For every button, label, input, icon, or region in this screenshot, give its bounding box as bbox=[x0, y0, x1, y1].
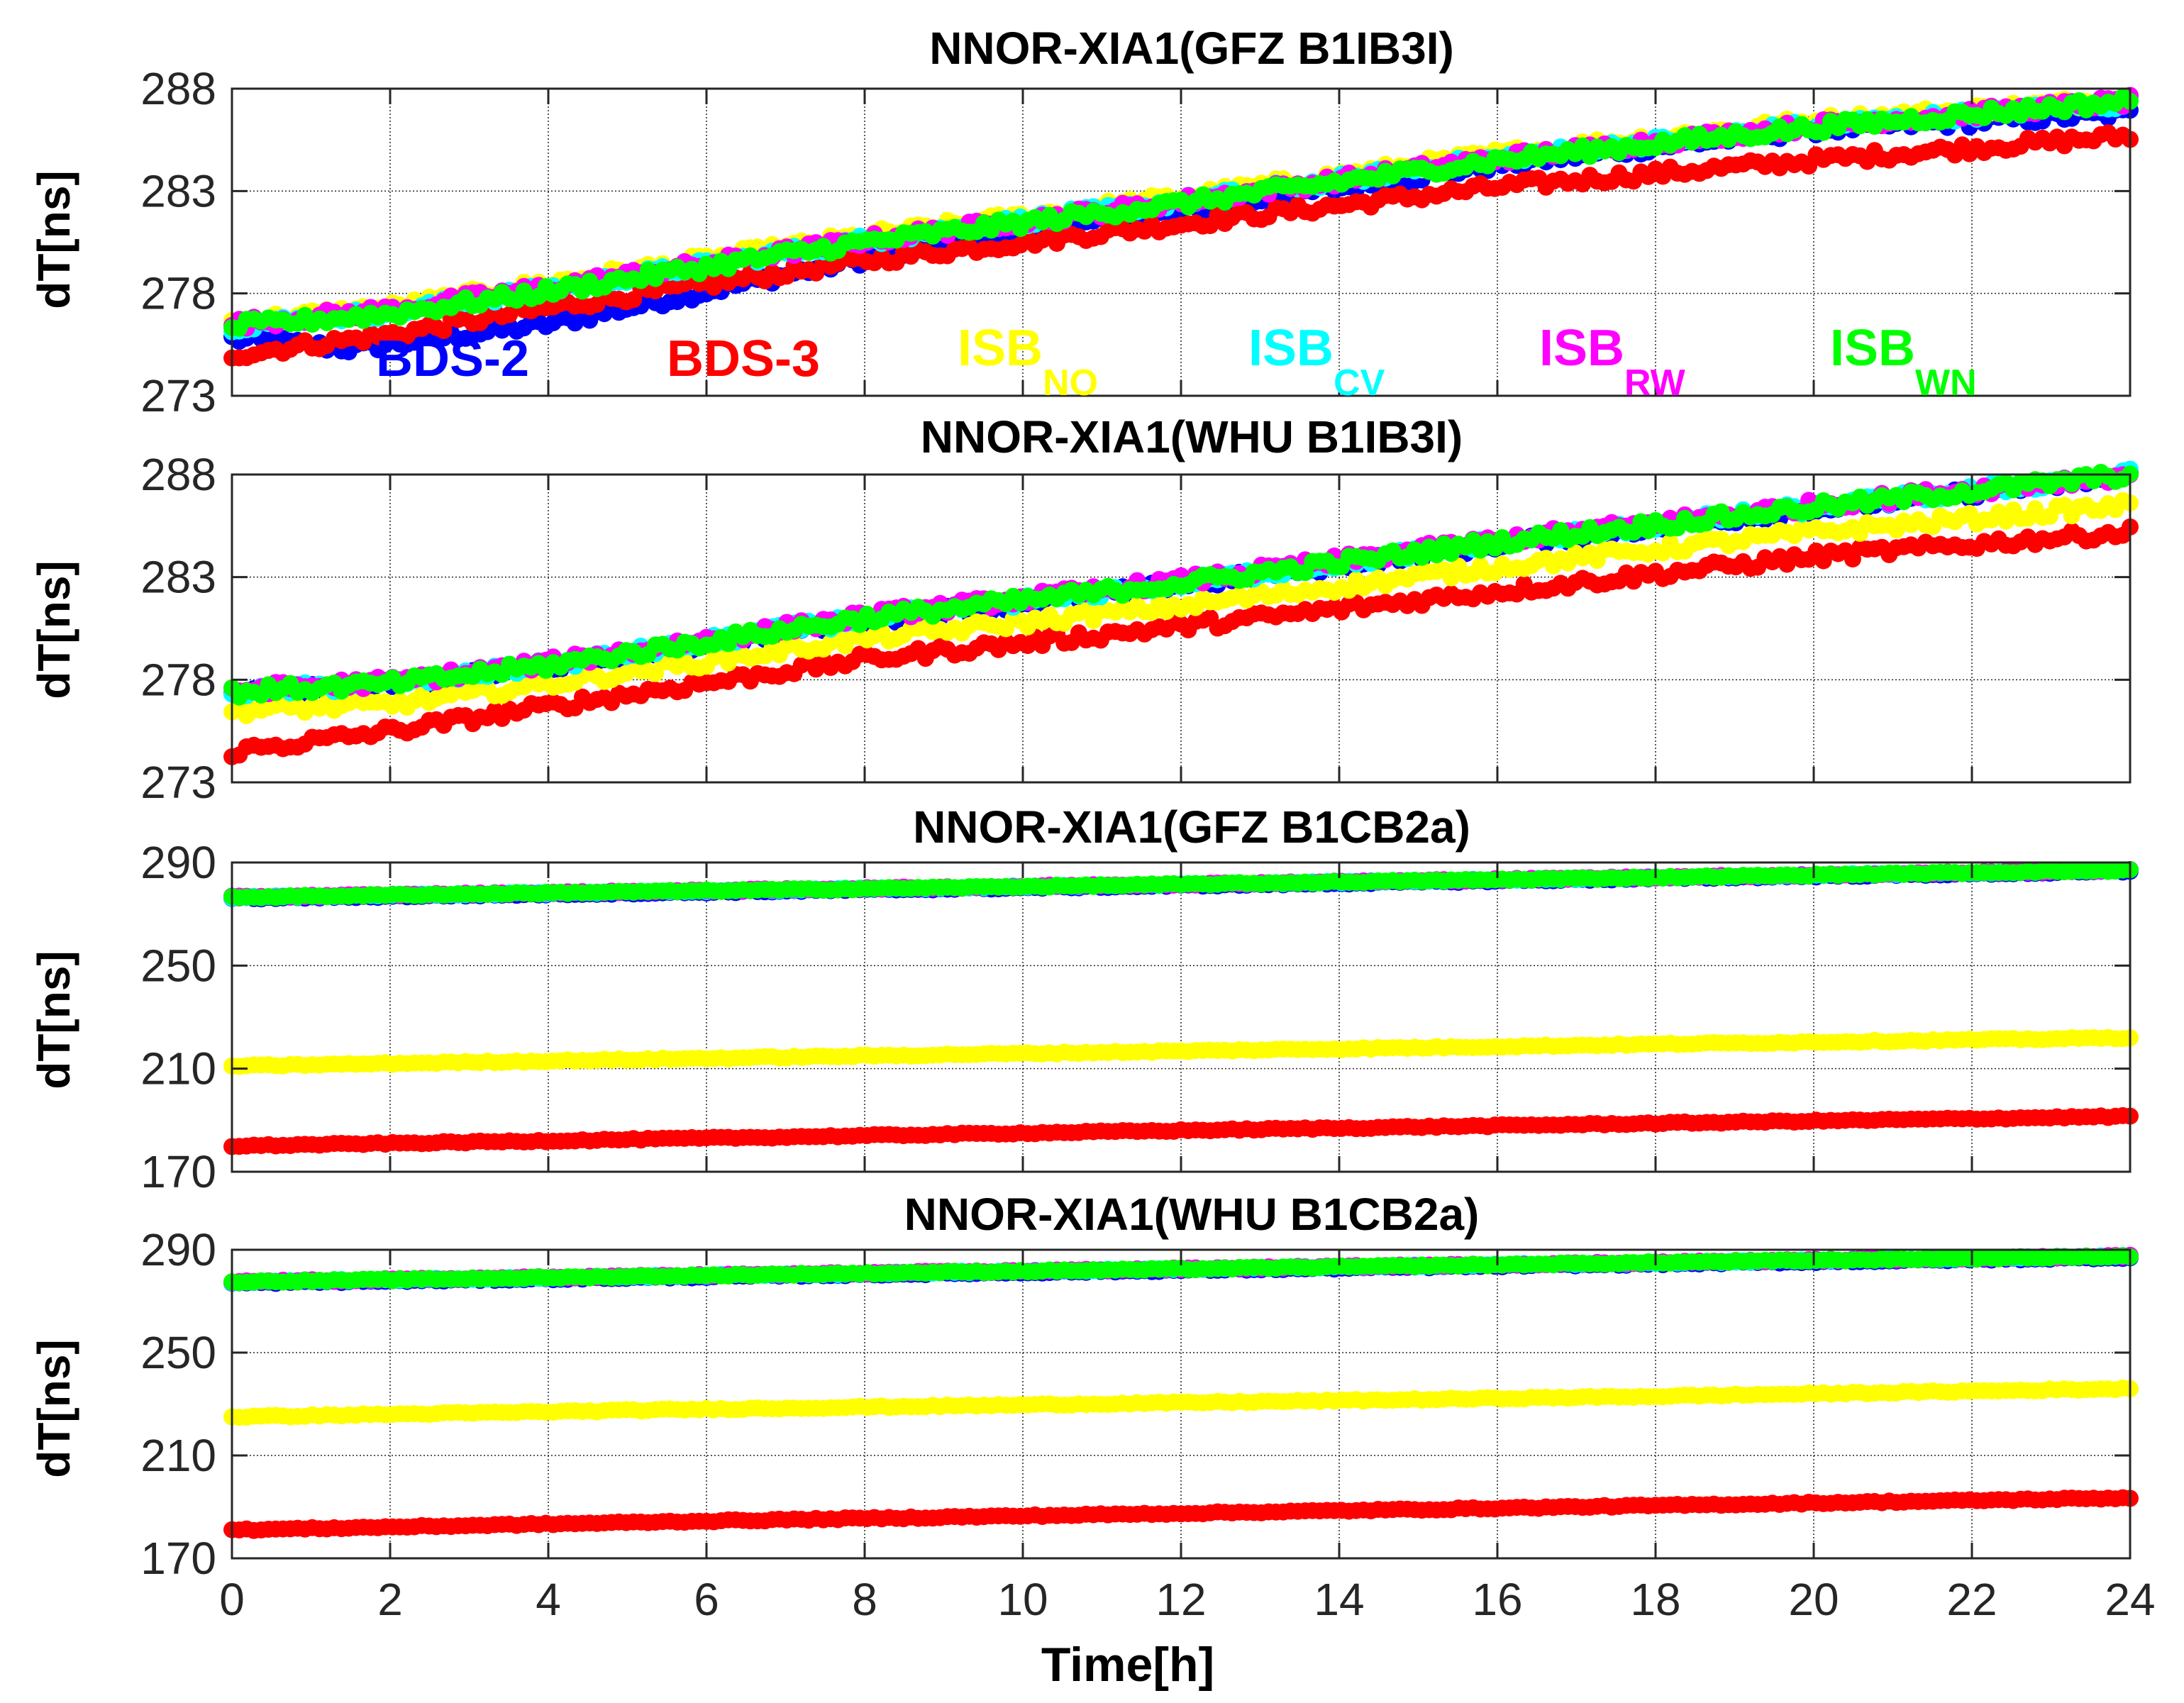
panel-title: NNOR-XIA1(WHU B1IB3I) bbox=[921, 411, 1463, 462]
y-tick-label: 250 bbox=[140, 940, 216, 991]
series-bds-3 bbox=[223, 518, 2139, 765]
y-axis-label: dT[ns] bbox=[28, 560, 79, 699]
series-bds-3 bbox=[223, 124, 2139, 367]
series-bds-3 bbox=[223, 1106, 2139, 1155]
y-tick-label: 288 bbox=[140, 449, 216, 500]
y-tick-label: 283 bbox=[140, 552, 216, 603]
y-tick-label: 290 bbox=[140, 837, 216, 888]
y-tick-label: 278 bbox=[140, 654, 216, 705]
panel-title: NNOR-XIA1(WHU B1CB2a) bbox=[904, 1189, 1480, 1240]
panel-title: NNOR-XIA1(GFZ B1IB3I) bbox=[929, 23, 1454, 74]
y-axis-label: dT[ns] bbox=[28, 950, 79, 1089]
y-axis-label: dT[ns] bbox=[28, 170, 79, 309]
y-axis-label: dT[ns] bbox=[28, 1339, 79, 1478]
series-isb-wn bbox=[223, 88, 2139, 337]
y-tick-label: 170 bbox=[140, 1146, 216, 1197]
y-tick-label: 278 bbox=[140, 268, 216, 319]
y-tick-label: 210 bbox=[140, 1043, 216, 1094]
y-tick-label: 273 bbox=[140, 370, 216, 421]
y-tick-label: 283 bbox=[140, 165, 216, 216]
panel-gfz-b1cb2a: NNOR-XIA1(GFZ B1CB2a) dT[ns] 170 210 250 29… bbox=[28, 801, 2139, 1197]
series-isb-no bbox=[223, 1028, 2139, 1075]
panel-title: NNOR-XIA1(GFZ B1CB2a) bbox=[913, 801, 1470, 853]
panel-whu-b1ib3i: NNOR-XIA1(WHU B1IB3I) dT[ns] 273 278 283 28… bbox=[28, 411, 2139, 808]
panel-gfz-b1ib3i: NNOR-XIA1(GFZ B1IB3I) dT[ns] 273 278 283 28… bbox=[28, 23, 2139, 421]
y-tick-label: 273 bbox=[140, 757, 216, 808]
series-isb-no bbox=[223, 492, 2139, 724]
y-tick-label: 288 bbox=[140, 63, 216, 114]
